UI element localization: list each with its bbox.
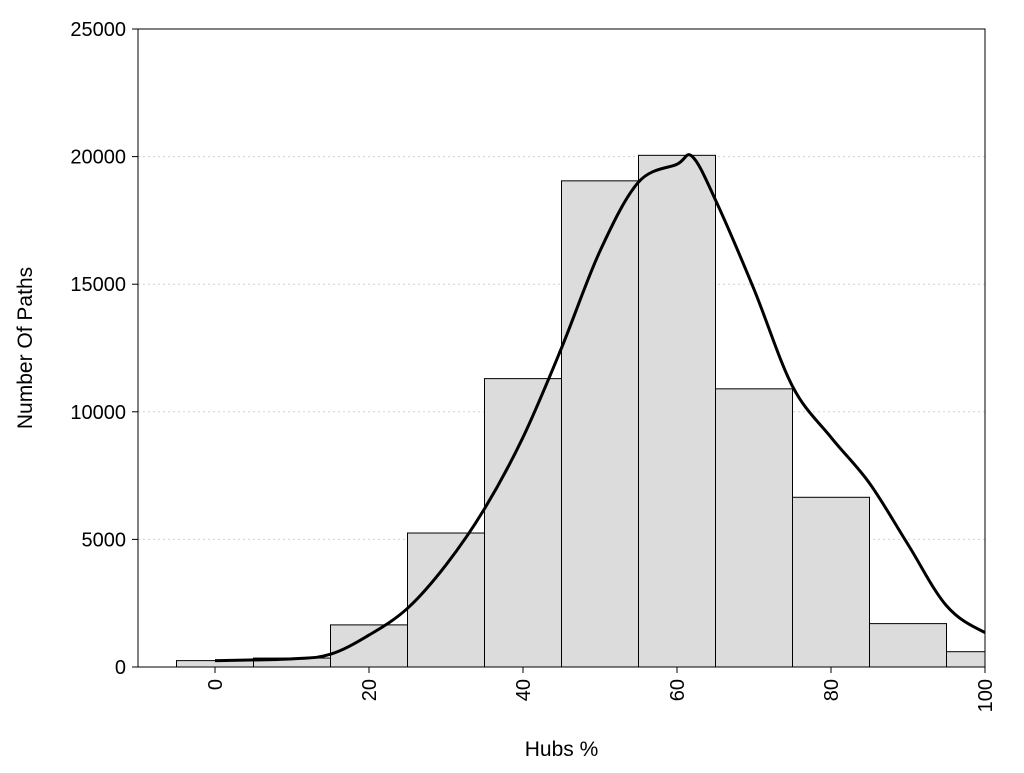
x-axis-label: Hubs % — [525, 738, 599, 761]
bars-layer — [176, 154, 986, 668]
plot-frame — [137, 28, 986, 668]
y-tick-label: 0 — [115, 657, 126, 679]
y-tick-label: 15000 — [70, 274, 126, 296]
density-curve — [214, 153, 985, 663]
y-axis-ticks: 0 5000 10000 15000 20000 25000 — [70, 19, 138, 679]
histogram-bar — [484, 378, 562, 668]
histogram-bar — [638, 154, 716, 668]
y-tick-label: 5000 — [82, 529, 127, 551]
histogram-bar — [946, 651, 986, 668]
x-tick-label: 100 — [975, 679, 997, 712]
histogram-bar — [869, 623, 947, 668]
x-axis-ticks: 0 20 40 60 80 100 — [205, 667, 997, 712]
histogram-bar — [792, 496, 870, 668]
y-tick-label: 20000 — [70, 147, 126, 169]
curve-layer — [214, 153, 985, 663]
histogram-bar — [715, 388, 793, 668]
x-tick-label: 40 — [513, 679, 535, 701]
x-tick-label: 0 — [205, 679, 227, 690]
y-tick-label: 25000 — [70, 19, 126, 41]
y-tick-label: 10000 — [70, 402, 126, 424]
y-axis-label: Number Of Paths — [14, 267, 37, 429]
histogram-bar — [407, 532, 485, 668]
x-tick-label: 60 — [667, 679, 689, 701]
histogram-bar — [330, 624, 408, 668]
x-tick-label: 20 — [359, 679, 381, 701]
x-tick-label: 80 — [821, 679, 843, 701]
